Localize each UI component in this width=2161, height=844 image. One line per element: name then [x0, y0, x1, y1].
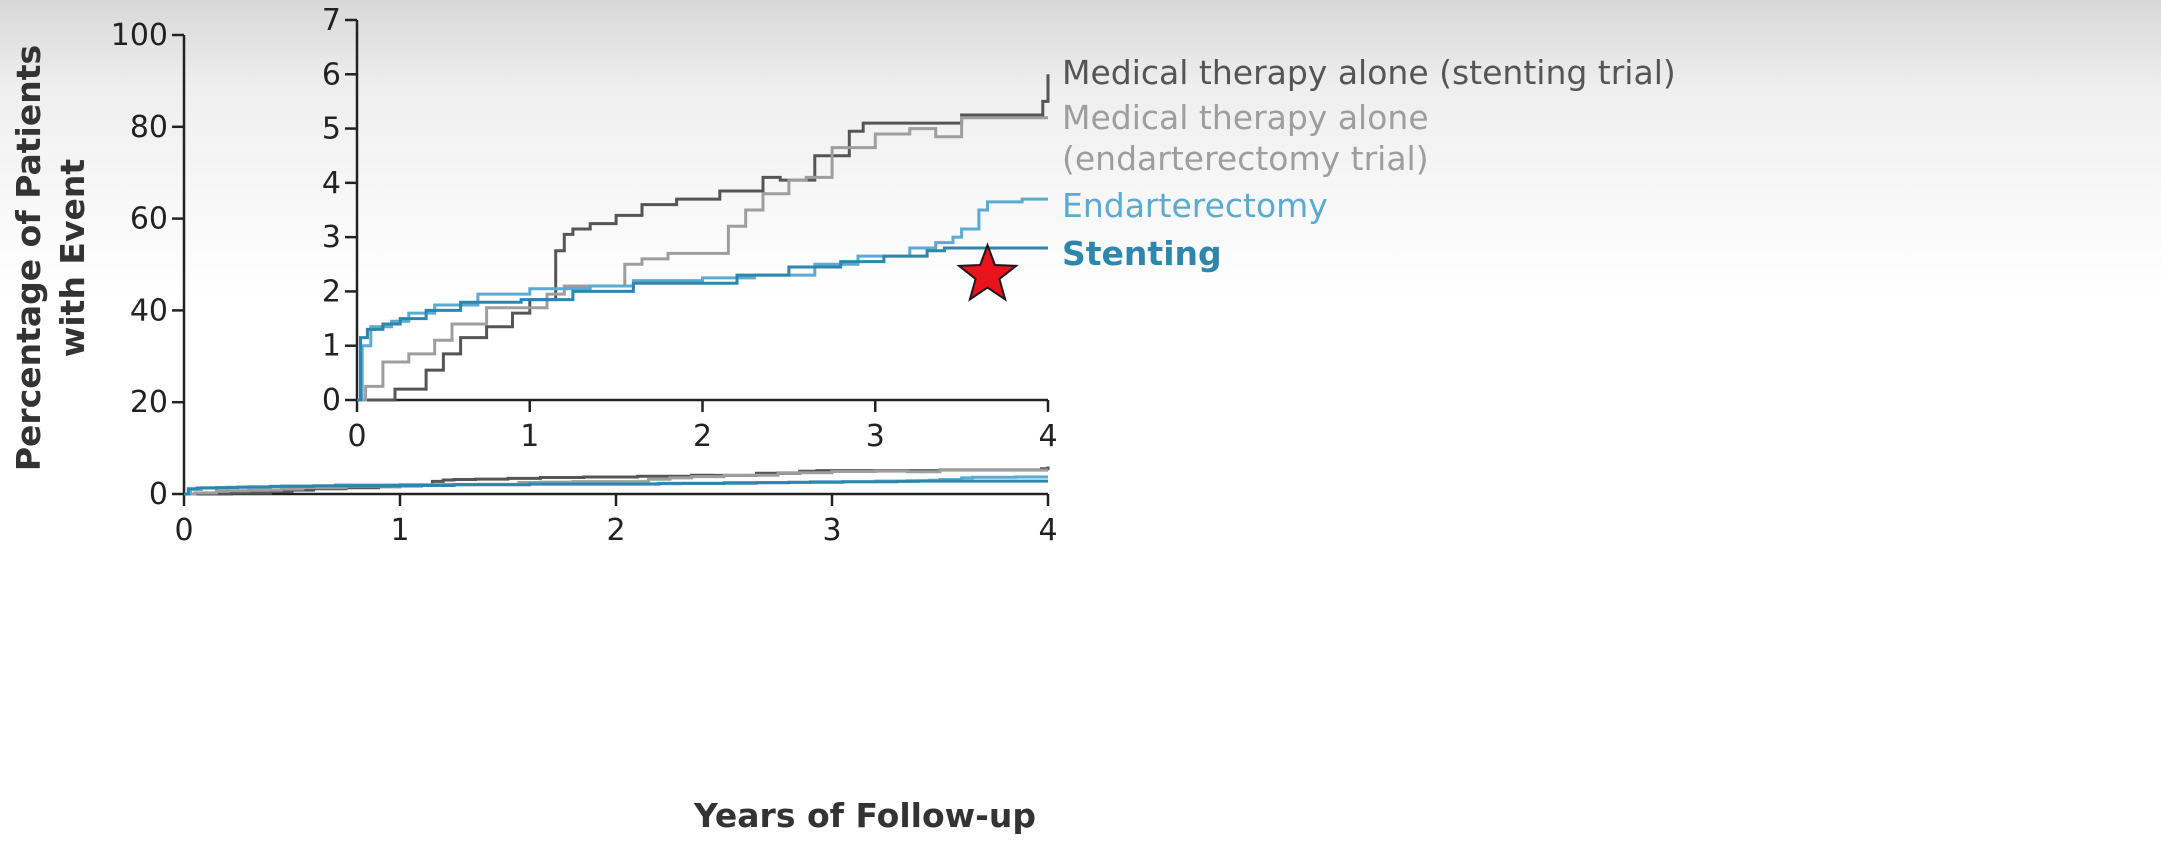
inset-x-tick-label: 1	[520, 419, 539, 454]
legend-label-medical-therapy-alone-stenting-trial: Medical therapy alone (stenting trial)	[1062, 53, 1676, 92]
inset-series-medical-therapy-alone-stenting-trial	[357, 74, 1050, 402]
main-y-tick-label: 20	[130, 385, 168, 420]
inset-y-tick-label: 4	[322, 166, 341, 201]
main-x-tick-label: 1	[390, 513, 409, 548]
legend-label-stenting: Stenting	[1062, 234, 1222, 273]
inset-series-endarterectomy	[357, 197, 1048, 402]
main-x-tick-label: 4	[1038, 513, 1057, 548]
main-y-tick-label: 60	[130, 202, 168, 237]
inset-y-tick-label: 0	[322, 383, 341, 418]
inset-y-tick-label: 6	[322, 57, 341, 92]
main-y-tick-label: 0	[149, 477, 168, 512]
inset-x-tick-label: 0	[347, 419, 366, 454]
y-axis-title-line2: with Event	[53, 159, 92, 357]
main-y-tick-label: 80	[130, 110, 168, 145]
main-y-tick-label: 40	[130, 293, 168, 328]
x-axis-title: Years of Follow-up	[693, 796, 1036, 835]
legend-label-line: Endarterectomy	[1062, 186, 1328, 225]
legend-label-line: (endarterectomy trial)	[1062, 139, 1429, 178]
inset-x-tick-label: 4	[1038, 419, 1057, 454]
main-lines	[184, 466, 1050, 496]
annotations	[956, 242, 1019, 302]
legend: Medical therapy alone (stenting trial) Me…	[1062, 53, 1676, 273]
inset-lines	[357, 74, 1050, 402]
inset-axes: 0 1 2 3 4 0 1 2 3 4 5 6 7	[322, 3, 1058, 454]
inset-series-medical-therapy-alone-endarterectomy-trial	[357, 116, 1048, 402]
inset-x-tick-label: 2	[693, 419, 712, 454]
legend-label-medical-therapy-alone-endarterectomy-trial: Medical therapy alone (endarterectomy tri…	[1062, 98, 1429, 178]
legend-label-line: Medical therapy alone (stenting trial)	[1062, 53, 1676, 92]
main-series-medical-therapy-alone-endarterectomy-trial	[184, 468, 1048, 496]
inset-series-stenting	[357, 246, 1048, 402]
legend-label-line: Stenting	[1062, 234, 1222, 273]
legend-label-line: Medical therapy alone	[1062, 98, 1429, 137]
inset-y-tick-label: 1	[322, 329, 341, 364]
inset-y-tick-label: 3	[322, 220, 341, 255]
inset-y-tick-label: 7	[322, 3, 341, 38]
star-marker	[956, 242, 1019, 302]
inset-x-tick-label: 3	[866, 419, 885, 454]
inset-y-tick-label: 5	[322, 112, 341, 147]
y-axis-title-line1: Percentage of Patients	[9, 45, 48, 471]
inset-y-tick-label: 2	[322, 274, 341, 309]
main-x-tick-label: 0	[174, 513, 193, 548]
main-x-tick-label: 3	[822, 513, 841, 548]
main-series-stenting	[184, 479, 1048, 496]
legend-label-endarterectomy: Endarterectomy	[1062, 186, 1328, 225]
main-x-tick-label: 2	[606, 513, 625, 548]
main-y-tick-label: 100	[111, 18, 168, 53]
